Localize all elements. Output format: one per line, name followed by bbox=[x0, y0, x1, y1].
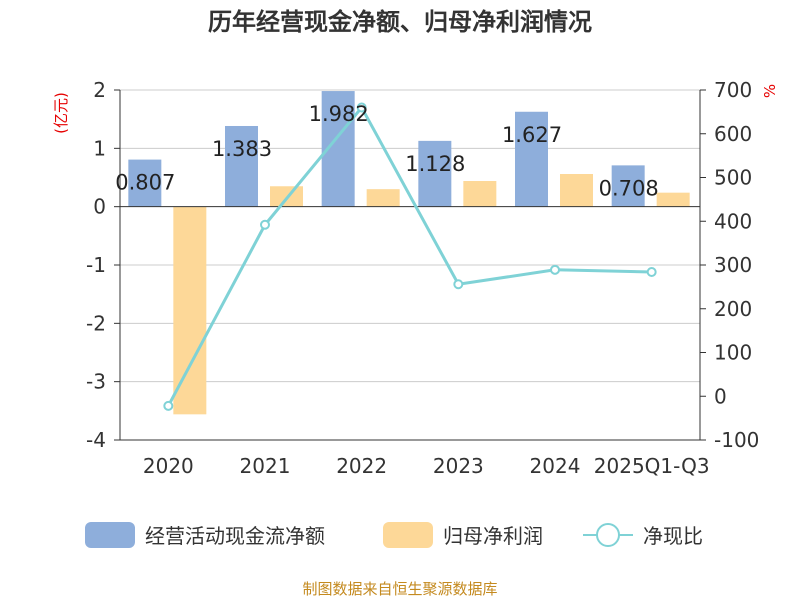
ratio-point bbox=[356, 102, 367, 113]
left-axis-unit: (亿元) bbox=[52, 92, 70, 134]
x-tick-label: 2025Q1-Q3 bbox=[594, 454, 710, 478]
bar-data-label: 0.807 bbox=[115, 171, 175, 195]
left-tick-label: -3 bbox=[86, 370, 106, 394]
axes: 210-1-2-3-47006005004003002001000-100202… bbox=[86, 78, 759, 478]
legend-label: 净现比 bbox=[643, 524, 703, 548]
net-profit-bar bbox=[656, 192, 690, 207]
right-tick-label: 600 bbox=[714, 122, 752, 146]
net-profit-bar bbox=[463, 181, 497, 207]
ratio-point bbox=[453, 279, 464, 290]
right-tick-label: 100 bbox=[714, 341, 752, 365]
legend-label: 归母净利润 bbox=[443, 524, 543, 548]
right-tick-label: -100 bbox=[714, 428, 759, 452]
ratio-point bbox=[163, 400, 174, 411]
left-tick-label: -4 bbox=[86, 428, 106, 452]
grid-lines bbox=[120, 89, 700, 441]
source-footer: 制图数据来自恒生聚源数据库 bbox=[302, 580, 498, 598]
right-tick-label: 300 bbox=[714, 253, 752, 277]
net-profit-bar bbox=[173, 206, 207, 415]
chart-title: 历年经营现金净额、归母净利润情况 bbox=[208, 8, 592, 36]
bar-data-label: 0.708 bbox=[599, 176, 659, 200]
left-tick-label: 0 bbox=[93, 195, 106, 219]
left-tick-label: -2 bbox=[86, 311, 106, 335]
legend-swatch bbox=[85, 522, 135, 548]
right-tick-label: 200 bbox=[714, 297, 752, 321]
ratio-line bbox=[163, 102, 657, 411]
left-tick-label: 1 bbox=[93, 136, 106, 160]
x-tick-label: 2023 bbox=[433, 454, 484, 478]
cashflow-bar bbox=[515, 111, 548, 207]
right-tick-label: 500 bbox=[714, 166, 752, 190]
ratio-point bbox=[550, 264, 560, 275]
legend-marker bbox=[596, 523, 620, 547]
ratio-point bbox=[260, 219, 270, 230]
bar-data-label: 1.982 bbox=[309, 102, 369, 126]
x-tick-label: 2024 bbox=[530, 454, 581, 478]
right-tick-label: 700 bbox=[714, 78, 752, 102]
net-profit-bar bbox=[560, 174, 593, 207]
right-tick-label: 400 bbox=[714, 209, 752, 233]
x-tick-label: 2021 bbox=[240, 454, 291, 478]
legend-swatch bbox=[383, 522, 433, 548]
cashflow-bar bbox=[128, 159, 162, 207]
bar-data-label: 1.128 bbox=[405, 152, 465, 176]
cashflow-bar bbox=[418, 140, 452, 207]
legend: 经营活动现金流净额 归母净利润 净现比 bbox=[85, 522, 703, 548]
net-profit-bar bbox=[366, 189, 400, 207]
legend-label: 经营活动现金流净额 bbox=[145, 524, 325, 548]
ratio-point bbox=[646, 267, 657, 277]
bars bbox=[128, 91, 690, 415]
cashflow-bar bbox=[611, 165, 645, 207]
bar-data-label: 1.383 bbox=[212, 137, 272, 161]
left-tick-label: 2 bbox=[93, 78, 106, 102]
x-tick-label: 2022 bbox=[336, 454, 387, 478]
x-tick-label: 2020 bbox=[143, 454, 194, 478]
right-tick-label: 0 bbox=[714, 384, 727, 408]
cashflow-bar bbox=[225, 125, 258, 207]
data-labels: 0.807 1.383 1.982 1.128 1.627 0.708 bbox=[115, 102, 658, 200]
ratio-line-path bbox=[167, 104, 652, 407]
left-tick-label: -1 bbox=[86, 253, 106, 277]
right-axis-unit: % bbox=[761, 84, 779, 98]
bar-data-label: 1.627 bbox=[502, 123, 562, 147]
